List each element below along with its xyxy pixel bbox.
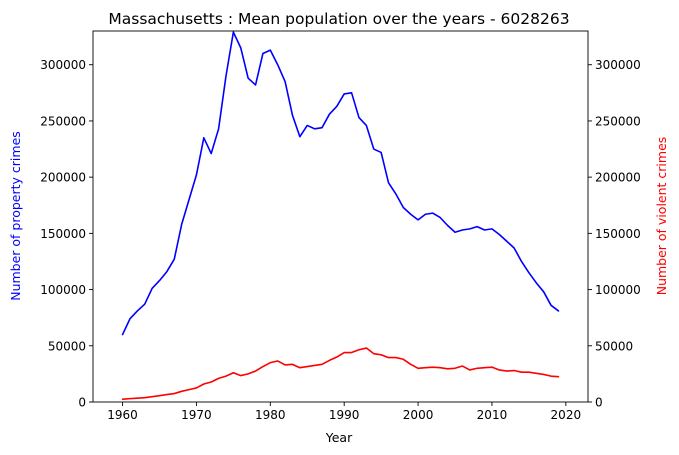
right-y-tick-label: 0 (595, 396, 603, 410)
left-y-axis-label: Number of property crimes (8, 131, 23, 301)
x-tick-label: 2000 (403, 408, 434, 422)
axes-layer: 1960 1970 1980 1990 2000 2010 2020 0 0 50000 50000… (40, 30, 641, 422)
left-y-tick-label: 300000 (40, 58, 86, 72)
x-tick-label: 2010 (477, 408, 508, 422)
left-y-tick-label: 200000 (40, 171, 86, 185)
left-y-tick-label: 150000 (40, 227, 86, 241)
property-crimes-series-line (121, 31, 560, 336)
right-y-tick-label: 250000 (595, 114, 641, 128)
chart-title: Massachusetts : Mean population over the… (108, 10, 569, 28)
right-y-tick-label: 300000 (595, 58, 641, 72)
x-tick-label: 1970 (181, 408, 212, 422)
left-y-tick-label: 50000 (48, 339, 86, 353)
x-axis-label: Year (325, 430, 353, 445)
right-y-axis-label: Number of violent crimes (654, 137, 669, 296)
right-y-tick-label: 150000 (595, 227, 641, 241)
right-y-tick-label: 100000 (595, 283, 641, 297)
x-tick-label: 1960 (107, 408, 138, 422)
left-y-tick-label: 250000 (40, 114, 86, 128)
series-layer (121, 31, 560, 400)
x-tick-label: 2020 (551, 408, 582, 422)
right-y-tick-label: 50000 (595, 339, 633, 353)
plot-frame (92, 30, 589, 403)
x-tick-label: 1980 (255, 408, 286, 422)
x-tick-label: 1990 (329, 408, 360, 422)
violent-crimes-series-line (121, 347, 560, 400)
left-y-tick-label: 0 (78, 396, 86, 410)
right-y-tick-label: 200000 (595, 171, 641, 185)
left-y-tick-label: 100000 (40, 283, 86, 297)
